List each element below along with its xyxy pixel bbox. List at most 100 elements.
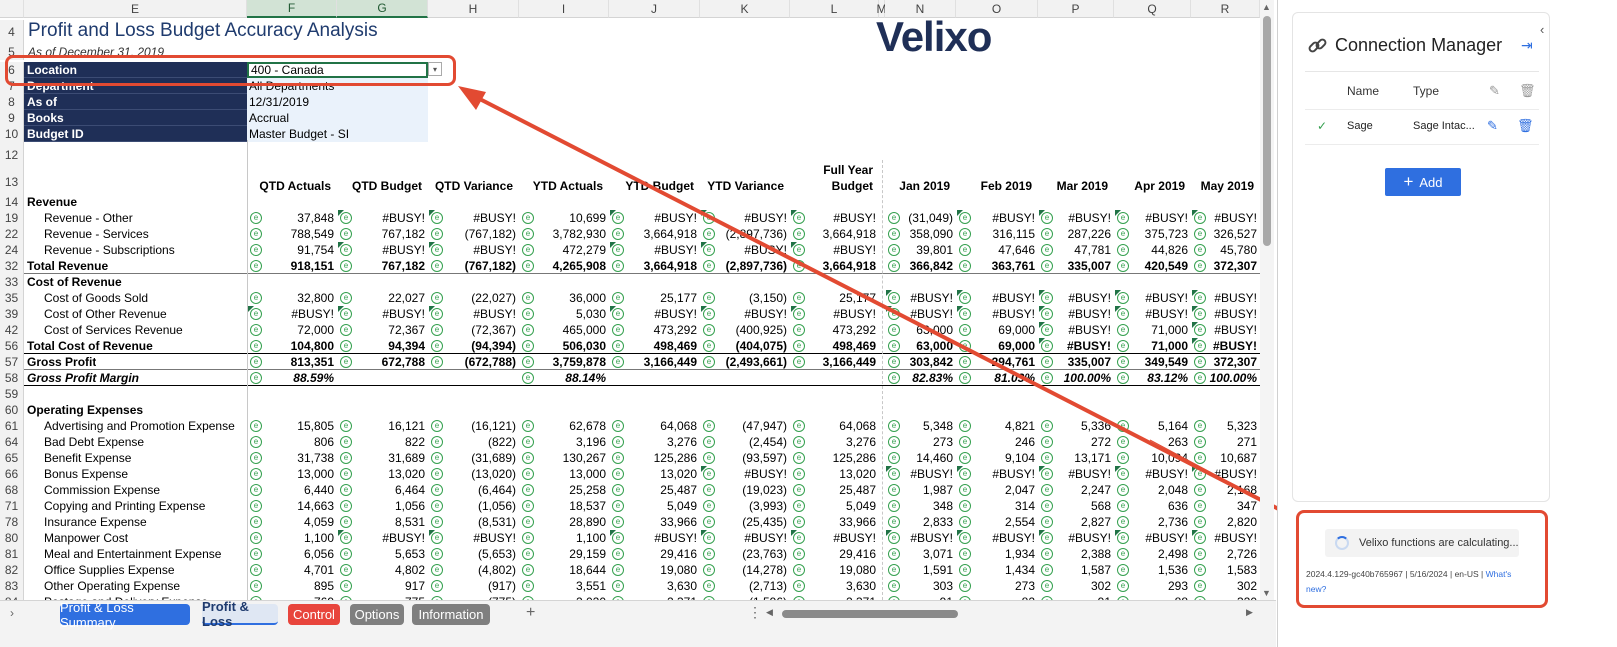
table-cell[interactable]: 1,934 <box>1004 547 1035 561</box>
table-cell[interactable]: 64,068 <box>660 419 697 433</box>
table-cell[interactable]: 45,780 <box>1220 243 1257 257</box>
table-cell[interactable]: 246 <box>1014 435 1035 449</box>
table-cell[interactable]: 88.14% <box>565 371 606 385</box>
table-cell[interactable]: (6,464) <box>477 483 516 497</box>
table-cell[interactable]: 5,336 <box>1080 419 1111 433</box>
column-header[interactable]: Q <box>1114 0 1191 18</box>
table-cell[interactable]: (31,689) <box>471 451 516 465</box>
table-cell[interactable]: 4,701 <box>303 563 334 577</box>
table-cell[interactable]: #BUSY! <box>654 243 697 257</box>
table-cell[interactable]: #BUSY! <box>654 211 697 225</box>
table-cell[interactable]: 3,276 <box>666 435 697 449</box>
horizontal-scrollbar[interactable]: ◀ ▶ <box>766 607 1258 620</box>
table-cell[interactable]: #BUSY! <box>744 307 787 321</box>
table-cell[interactable]: 6,056 <box>303 547 334 561</box>
row-header[interactable]: 59 <box>0 386 24 402</box>
table-cell[interactable]: (47,947) <box>742 419 787 433</box>
table-cell[interactable]: (404,075) <box>735 339 787 353</box>
sheet-tab[interactable]: Options <box>350 604 404 625</box>
param-value[interactable]: 400 - Canada <box>247 62 428 78</box>
table-cell[interactable]: (1,056) <box>477 499 516 513</box>
table-cell[interactable]: 14,663 <box>297 499 334 513</box>
table-cell[interactable]: 636 <box>1167 499 1188 513</box>
table-cell[interactable]: 4,265,908 <box>552 259 606 273</box>
table-cell[interactable]: 104,800 <box>290 339 334 353</box>
table-cell[interactable]: 806 <box>313 435 334 449</box>
row-header[interactable]: 9 <box>0 110 24 126</box>
table-cell[interactable]: 18,537 <box>569 499 606 513</box>
table-cell[interactable]: 130,267 <box>562 451 606 465</box>
delete-all-icon[interactable]: 🗑 <box>1519 83 1536 98</box>
table-cell[interactable]: 15,805 <box>297 419 334 433</box>
column-header[interactable]: K <box>700 0 790 18</box>
table-cell[interactable]: 822 <box>404 435 425 449</box>
table-cell[interactable]: #BUSY! <box>833 307 876 321</box>
row-header[interactable]: 80 <box>0 530 24 546</box>
hscroll-right-arrow[interactable]: ▶ <box>1246 607 1253 617</box>
table-cell[interactable]: #BUSY! <box>1214 467 1257 481</box>
table-cell[interactable]: #BUSY! <box>833 243 876 257</box>
table-cell[interactable]: 100.00% <box>1063 371 1111 385</box>
table-cell[interactable]: 302 <box>1236 579 1257 593</box>
table-cell[interactable]: 2,498 <box>1157 547 1188 561</box>
row-header[interactable]: 10 <box>0 126 24 142</box>
param-value[interactable]: Master Budget - SI <box>247 126 428 142</box>
table-cell[interactable]: 29,416 <box>839 547 876 561</box>
table-cell[interactable]: 273 <box>1014 579 1035 593</box>
table-cell[interactable]: 5,049 <box>666 499 697 513</box>
edit-connection-icon[interactable]: ✎ <box>1487 118 1498 133</box>
table-cell[interactable]: (5,653) <box>477 547 516 561</box>
table-cell[interactable]: 3,664,918 <box>822 259 876 273</box>
table-cell[interactable]: (3,150) <box>748 291 787 305</box>
table-cell[interactable]: 672,788 <box>381 355 425 369</box>
table-cell[interactable]: 13,020 <box>839 467 876 481</box>
table-cell[interactable]: #BUSY! <box>654 531 697 545</box>
table-cell[interactable]: 33,966 <box>660 515 697 529</box>
table-cell[interactable]: 1,434 <box>1004 563 1035 577</box>
table-cell[interactable]: #BUSY! <box>992 467 1035 481</box>
table-cell[interactable]: #BUSY! <box>1145 531 1188 545</box>
table-cell[interactable]: 1,987 <box>922 483 953 497</box>
table-cell[interactable]: #BUSY! <box>992 307 1035 321</box>
table-cell[interactable]: 349,549 <box>1144 355 1188 369</box>
table-cell[interactable]: 375,723 <box>1144 227 1188 241</box>
table-cell[interactable]: 2,048 <box>1157 483 1188 497</box>
table-cell[interactable]: 303,842 <box>909 355 953 369</box>
row-header[interactable]: 22 <box>0 226 24 242</box>
add-connection-button[interactable]: + Add <box>1385 168 1461 196</box>
table-cell[interactable]: 5,049 <box>845 499 876 513</box>
table-cell[interactable]: 4,059 <box>303 515 334 529</box>
table-cell[interactable]: 465,000 <box>562 323 606 337</box>
column-header[interactable]: E <box>24 0 247 18</box>
table-cell[interactable]: 47,781 <box>1074 243 1111 257</box>
column-header[interactable]: J <box>609 0 700 18</box>
table-cell[interactable]: 335,007 <box>1067 259 1111 273</box>
vertical-scrollbar[interactable]: ▲ ▼ <box>1260 0 1274 600</box>
table-cell[interactable]: #BUSY! <box>291 307 334 321</box>
table-cell[interactable]: 2,820 <box>1226 515 1257 529</box>
table-cell[interactable]: #BUSY! <box>382 211 425 225</box>
select-all-corner[interactable] <box>0 0 24 18</box>
table-cell[interactable]: 4,821 <box>1004 419 1035 433</box>
table-cell[interactable]: 37,848 <box>297 211 334 225</box>
table-cell[interactable]: (917) <box>487 579 516 593</box>
table-cell[interactable]: #BUSY! <box>654 307 697 321</box>
table-cell[interactable]: 287,226 <box>1067 227 1111 241</box>
table-cell[interactable]: (8,531) <box>477 515 516 529</box>
table-cell[interactable]: 3,551 <box>575 579 606 593</box>
table-cell[interactable]: (14,278) <box>742 563 787 577</box>
table-cell[interactable]: 63,000 <box>916 323 953 337</box>
table-cell[interactable]: #BUSY! <box>1212 339 1257 353</box>
table-cell[interactable]: #BUSY! <box>1066 339 1111 353</box>
table-cell[interactable]: 63,000 <box>916 339 953 353</box>
table-cell[interactable]: 302 <box>1090 579 1111 593</box>
table-cell[interactable]: 31,689 <box>388 451 425 465</box>
table-cell[interactable]: (22,027) <box>471 291 516 305</box>
table-cell[interactable]: 1,100 <box>575 531 606 545</box>
table-cell[interactable]: 39,801 <box>916 243 953 257</box>
row-header[interactable]: 71 <box>0 498 24 514</box>
column-header[interactable]: P <box>1038 0 1114 18</box>
column-header[interactable]: O <box>956 0 1038 18</box>
tab-scroll-right-arrow[interactable]: › <box>10 606 14 620</box>
table-cell[interactable]: (767,182) <box>464 227 516 241</box>
